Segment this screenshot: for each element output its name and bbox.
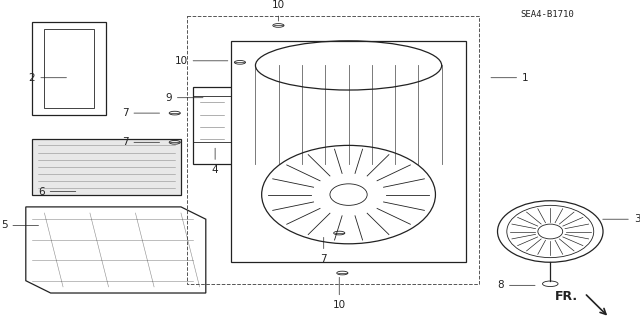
- Text: FR.: FR.: [555, 290, 578, 303]
- Text: 2: 2: [29, 73, 67, 83]
- Text: 7: 7: [321, 237, 327, 264]
- Text: 7: 7: [122, 108, 159, 118]
- Bar: [230, 41, 467, 262]
- Bar: [187, 16, 479, 284]
- Text: 8: 8: [497, 280, 535, 290]
- Text: 9: 9: [165, 93, 203, 103]
- Text: 10: 10: [175, 56, 228, 66]
- Text: 4: 4: [212, 148, 218, 175]
- Text: 1: 1: [491, 73, 529, 83]
- Text: 10: 10: [333, 277, 346, 310]
- Bar: [32, 139, 181, 195]
- Bar: [32, 22, 106, 115]
- Text: 7: 7: [122, 137, 159, 147]
- Text: 10: 10: [272, 0, 285, 21]
- Text: 6: 6: [38, 187, 76, 197]
- Bar: [193, 96, 230, 142]
- Text: 5: 5: [1, 220, 38, 230]
- Bar: [44, 28, 94, 108]
- Text: SEA4-B1710: SEA4-B1710: [520, 10, 574, 19]
- Ellipse shape: [538, 224, 563, 239]
- Text: 3: 3: [603, 214, 640, 224]
